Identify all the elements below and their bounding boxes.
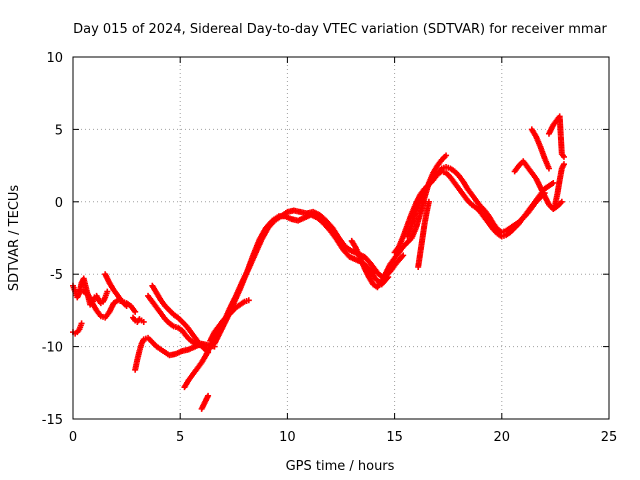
x-tick-label: 5 (176, 430, 184, 445)
data-point (443, 152, 450, 159)
data-point (123, 303, 130, 310)
x-tick-label: 15 (386, 430, 403, 445)
data-point (132, 308, 139, 315)
data-point (550, 179, 557, 186)
data-point (140, 318, 147, 325)
x-tick-label: 0 (69, 430, 77, 445)
x-tick-label: 20 (494, 430, 511, 445)
y-tick-label: 0 (55, 196, 63, 211)
data-point (425, 198, 432, 205)
data-point (78, 320, 85, 327)
data-point (104, 288, 111, 295)
data-point (545, 165, 552, 172)
x-tick-label: 10 (279, 430, 296, 445)
plot-frame (72, 56, 610, 420)
y-tick-label: -5 (50, 268, 63, 283)
y-axis-label: SDTVAR / TECUs (7, 185, 22, 292)
y-tick-label: -10 (42, 341, 63, 356)
data-points (70, 113, 567, 412)
y-tick-label: -15 (42, 413, 63, 428)
y-tick-label: 10 (46, 51, 63, 66)
axis-ticks: 0 5 10 15 20 25 -15 -10 -5 0 5 10 (42, 51, 618, 445)
data-point (245, 297, 252, 304)
data-point (400, 252, 407, 259)
x-tick-label: 25 (601, 430, 618, 445)
chart-title: Day 015 of 2024, Sidereal Day-to-day VTE… (73, 22, 607, 37)
data-point (205, 392, 212, 399)
data-point (560, 153, 567, 160)
data-point (558, 198, 565, 205)
x-axis-label: GPS time / hours (286, 459, 395, 474)
y-tick-label: 5 (55, 123, 63, 138)
data-point (560, 161, 567, 168)
